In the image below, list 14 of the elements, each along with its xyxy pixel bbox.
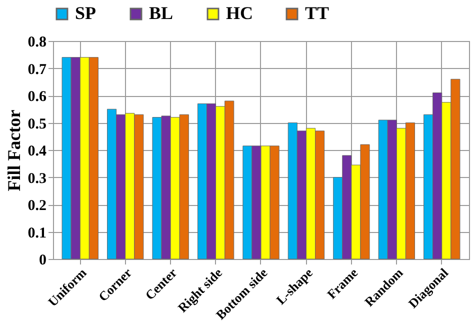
legend-label: BL xyxy=(149,3,174,23)
y-tick-label: 0.2 xyxy=(28,198,46,214)
y-tick-label: 0.4 xyxy=(28,144,47,160)
y-tick-label: 0 xyxy=(39,252,46,268)
legend-label: SP xyxy=(75,3,96,23)
y-tick-label: 0.8 xyxy=(28,34,46,50)
y-tick-label: 0.3 xyxy=(28,170,46,187)
legend-label: HC xyxy=(226,3,253,23)
y-tick-label: 0.5 xyxy=(28,116,46,132)
legend-label: TT xyxy=(305,3,330,23)
y-axis-title: Fill Factor xyxy=(4,110,24,192)
y-tick-label: 0.6 xyxy=(28,89,47,105)
y-tick-label: 0.1 xyxy=(28,225,46,242)
y-tick-label: 0.7 xyxy=(28,62,47,78)
